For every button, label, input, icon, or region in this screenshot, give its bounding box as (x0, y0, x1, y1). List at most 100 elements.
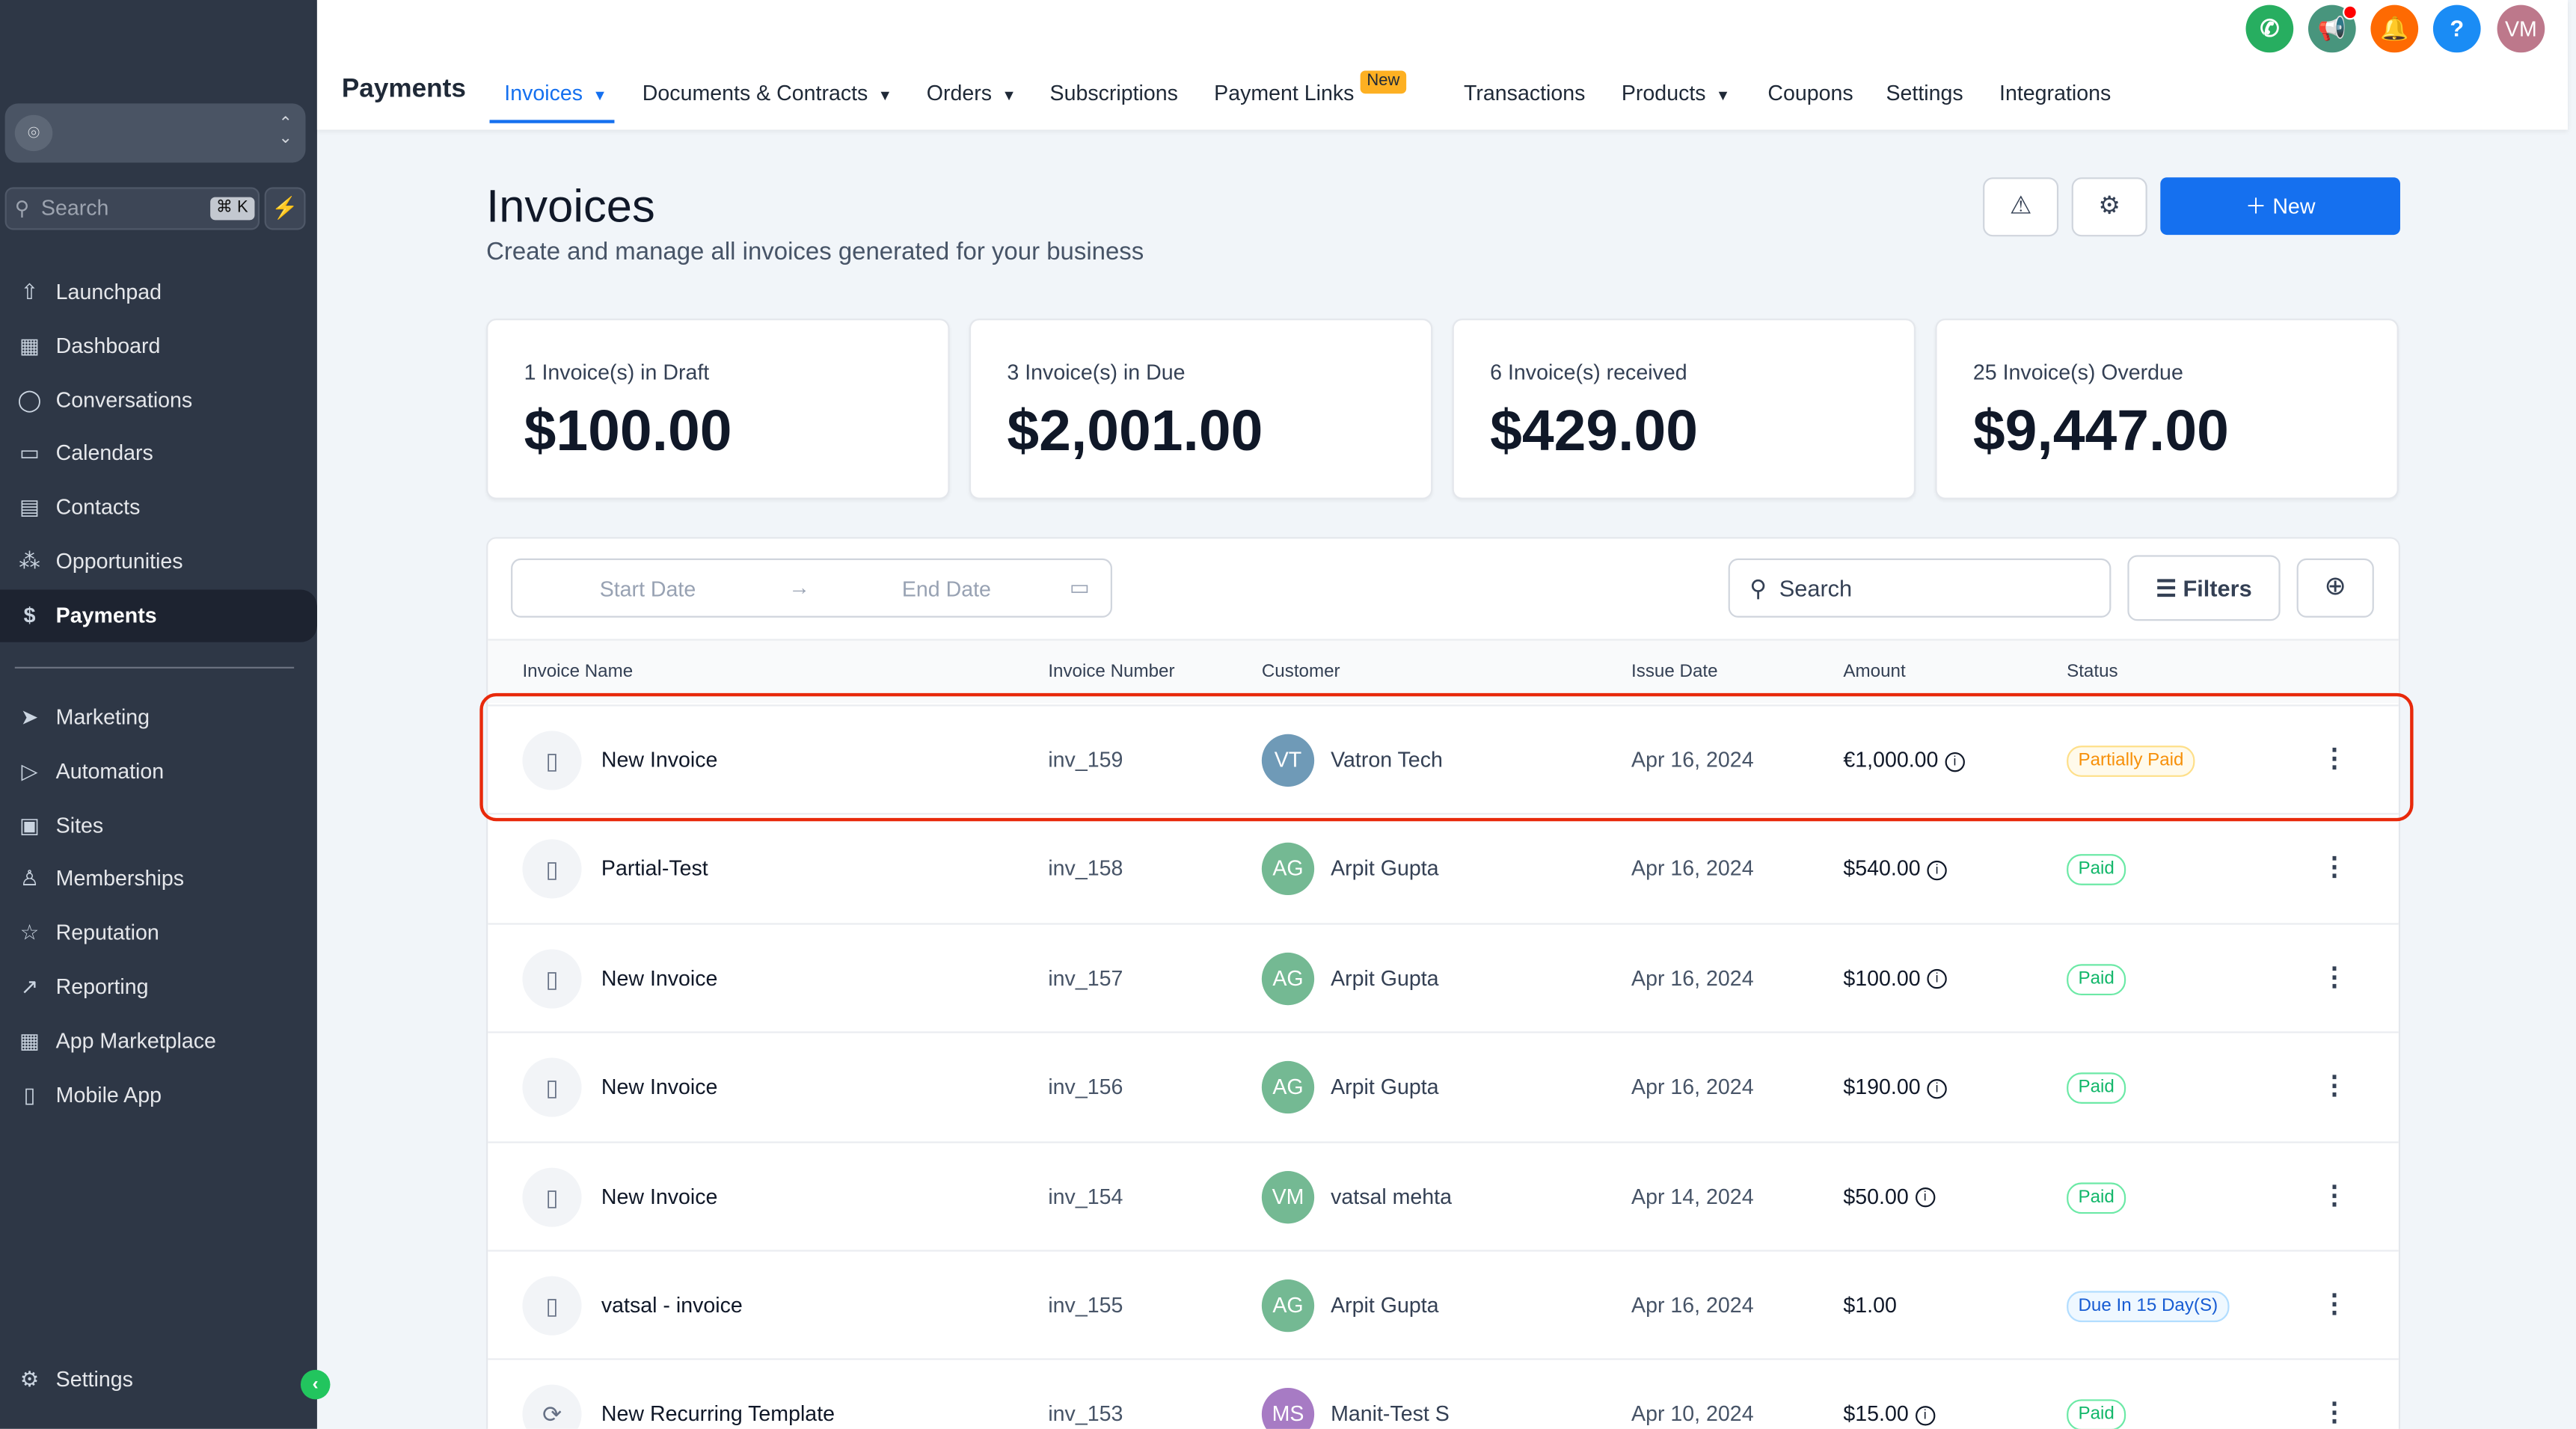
card-label: 3 Invoice(s) in Due (1007, 360, 1186, 384)
invoice-name[interactable]: New Recurring Template (601, 1401, 835, 1427)
tab-payment-links[interactable]: Payment Links (1214, 80, 1355, 105)
table-search-input[interactable]: ⚲ Search (1728, 558, 2112, 618)
user-avatar[interactable]: VM (2497, 4, 2545, 53)
sidebar-item-launchpad[interactable]: ⇧ Launchpad (0, 266, 317, 319)
feedback-button[interactable]: ⚠ (1983, 177, 2059, 237)
status-badge: Paid (2067, 963, 2126, 995)
sidebar-item-marketing[interactable]: ➤ Marketing (0, 692, 317, 744)
sidebar-item-conversations[interactable]: ◯ Conversations (0, 374, 317, 426)
card-value: $2,001.00 (1007, 399, 1263, 464)
quick-action-bolt-icon[interactable]: ⚡ (264, 187, 306, 230)
sidebar-item-label: Dashboard (55, 333, 161, 358)
bell-icon[interactable]: 🔔 (2370, 4, 2419, 53)
tab-integrations[interactable]: Integrations (1999, 80, 2112, 105)
invoice-name[interactable]: New Invoice (601, 965, 718, 991)
download-button[interactable]: ⊕ (2296, 558, 2374, 618)
sidebar-item-sites[interactable]: ▣ Sites (0, 799, 317, 852)
customer-avatar: MS (1261, 1388, 1315, 1429)
sidebar-item-settings[interactable]: ⚙ Settings (0, 1353, 317, 1406)
invoice-name[interactable]: New Invoice (601, 747, 718, 772)
new-invoice-button[interactable]: ＋ New (2160, 177, 2400, 236)
table-row[interactable]: ▯ New Invoice inv_156 AG Arpit Gupta Apr… (488, 1031, 2399, 1140)
info-icon[interactable]: i (1915, 1406, 1935, 1426)
sidebar-search[interactable]: ⚲ Search ⌘ K (4, 187, 260, 230)
sidebar-item-reputation[interactable]: ☆ Reputation (0, 907, 317, 959)
shortcut-badge: ⌘ K (209, 197, 255, 221)
location-icon: ⌾ (14, 114, 53, 152)
amount: $1.00 (1843, 1252, 1896, 1360)
start-date-input[interactable]: Start Date (599, 576, 696, 601)
invoice-name[interactable]: New Invoice (601, 1074, 718, 1099)
status-badge: Partially Paid (2067, 746, 2195, 777)
table-row[interactable]: ▯ New Invoice inv_159 VT Vatron Tech Apr… (488, 704, 2399, 814)
card-value: $429.00 (1490, 399, 1699, 464)
location-switcher[interactable]: ⌾ ⌃ ⌄ (4, 103, 306, 163)
issue-date: Apr 10, 2024 (1631, 1401, 1754, 1427)
table-row[interactable]: ▯ New Invoice inv_157 AG Arpit Gupta Apr… (488, 922, 2399, 1031)
phone-icon[interactable]: ✆ (2245, 4, 2294, 53)
app-marketplace-icon: ▦ (19, 1027, 40, 1053)
info-icon[interactable]: i (1927, 1078, 1947, 1098)
search-icon: ⚲ (14, 197, 30, 221)
tab-products[interactable]: Products ▼ (1622, 81, 1730, 105)
tab-coupons[interactable]: Coupons (1767, 80, 1853, 105)
tab-transactions[interactable]: Transactions (1464, 80, 1586, 105)
date-range-picker[interactable]: Start Date → End Date ▭ (511, 558, 1112, 618)
amount: $50.00 i (1843, 1143, 1935, 1251)
tab-subscriptions[interactable]: Subscriptions (1049, 80, 1178, 105)
invoice-name[interactable]: New Invoice (601, 1183, 718, 1208)
filters-button[interactable]: ☰ Filters (2127, 555, 2281, 621)
more-options-icon[interactable]: ⋮ (2321, 1291, 2348, 1319)
table-row[interactable]: ▯ New Invoice inv_154 VM vatsal mehta Ap… (488, 1140, 2399, 1251)
table-header (488, 639, 2399, 704)
payments-icon: $ (23, 602, 36, 627)
amount: $15.00 i (1843, 1361, 1935, 1429)
sidebar-item-label: Opportunities (55, 548, 183, 574)
tab-orders[interactable]: Orders ▼ (927, 81, 1016, 105)
collapse-sidebar-button[interactable]: ‹ (300, 1369, 331, 1400)
more-options-icon[interactable]: ⋮ (2321, 1181, 2348, 1210)
more-options-icon[interactable]: ⋮ (2321, 1400, 2348, 1428)
invoice-name[interactable]: Partial-Test (601, 856, 708, 882)
table-row[interactable]: ⟳ New Recurring Template inv_153 MS Mani… (488, 1359, 2399, 1429)
more-options-icon[interactable]: ⋮ (2321, 963, 2348, 992)
info-icon[interactable]: i (1927, 860, 1947, 881)
sidebar-item-contacts[interactable]: ▤ Contacts (0, 482, 317, 534)
sidebar-item-mobile-app[interactable]: ▯ Mobile App (0, 1069, 317, 1121)
sidebar-item-automation[interactable]: ▷ Automation (0, 746, 317, 798)
sidebar-item-calendars[interactable]: ▭ Calendars (0, 428, 317, 480)
invoice-name[interactable]: vatsal - invoice (601, 1292, 743, 1318)
card-value: $100.00 (524, 399, 732, 464)
sidebar-item-app-marketplace[interactable]: ▦ App Marketplace (0, 1015, 317, 1067)
sidebar-item-reporting[interactable]: ↗ Reporting (0, 961, 317, 1013)
sites-icon: ▣ (19, 812, 40, 838)
tab-invoices[interactable]: Invoices ▼ (504, 81, 607, 105)
more-options-icon[interactable]: ⋮ (2321, 746, 2348, 774)
table-row[interactable]: ▯ vatsal - invoice inv_155 AG Arpit Gupt… (488, 1250, 2399, 1360)
info-icon[interactable]: i (1927, 969, 1947, 990)
amount-value: $100.00 (1843, 965, 1921, 991)
issue-date: Apr 16, 2024 (1631, 1292, 1754, 1318)
info-icon[interactable]: i (1915, 1187, 1935, 1208)
info-icon[interactable]: i (1945, 752, 1965, 772)
tab-settings[interactable]: Settings (1886, 80, 1963, 105)
message-alert-icon: ⚠ (2009, 191, 2032, 221)
more-options-icon[interactable]: ⋮ (2321, 1072, 2348, 1101)
more-options-icon[interactable]: ⋮ (2321, 855, 2348, 883)
sidebar-item-label: Memberships (55, 866, 185, 891)
invoice-number: inv_156 (1048, 1074, 1123, 1099)
tab-label: Products (1621, 80, 1706, 105)
sidebar-item-memberships[interactable]: ♙ Memberships (0, 853, 317, 906)
sidebar-item-dashboard[interactable]: ▦ Dashboard (0, 320, 317, 372)
end-date-input[interactable]: End Date (901, 576, 991, 601)
customer-name: Vatron Tech (1331, 747, 1443, 772)
column-header: Invoice Number (1048, 662, 1175, 682)
sidebar-item-payments[interactable]: $ Payments (0, 589, 317, 642)
customer-name: Arpit Gupta (1331, 1292, 1439, 1318)
table-row[interactable]: ▯ Partial-Test inv_158 AG Arpit Gupta Ap… (488, 814, 2399, 923)
settings-button[interactable]: ⚙ (2071, 177, 2147, 237)
help-icon[interactable]: ? (2432, 4, 2481, 53)
sidebar-item-opportunities[interactable]: ⁂ Opportunities (0, 535, 317, 588)
summary-card: 6 Invoice(s) received $429.00 (1452, 319, 1916, 500)
tab-documents-contracts[interactable]: Documents & Contracts ▼ (643, 81, 892, 105)
